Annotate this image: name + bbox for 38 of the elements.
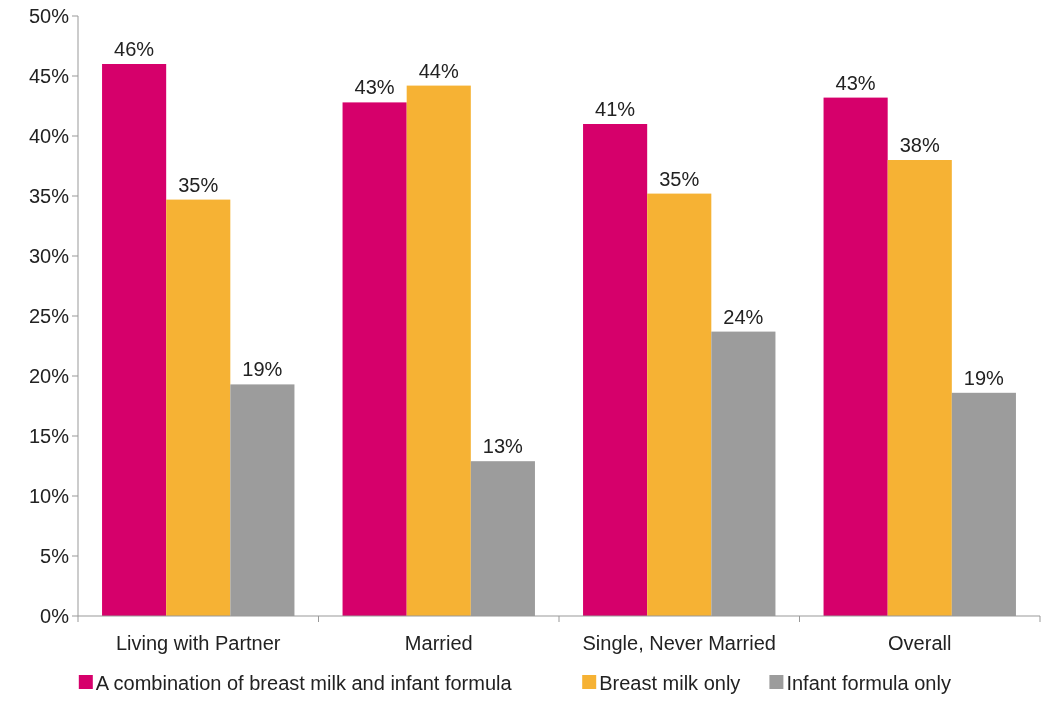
data-label: 46%: [114, 38, 155, 60]
bar: [166, 199, 231, 616]
data-label: 19%: [242, 358, 283, 381]
bar: [823, 97, 888, 616]
x-tick-label: Overall: [888, 632, 952, 654]
data-label: 35%: [178, 173, 219, 196]
bar: [647, 193, 712, 616]
y-tick-label: 25%: [28, 305, 70, 327]
bar: [102, 64, 167, 616]
data-label: 24%: [723, 305, 764, 328]
y-tick-label: 50%: [28, 5, 70, 27]
data-label: 43%: [354, 76, 395, 99]
x-tick-label: Married: [404, 632, 473, 654]
y-tick-label: 45%: [28, 65, 70, 87]
y-tick-label: 20%: [28, 365, 70, 387]
x-tick-label: Living with Partner: [115, 632, 281, 654]
data-label: 43%: [835, 71, 876, 94]
data-label: 13%: [482, 435, 524, 458]
y-tick-label: 30%: [28, 245, 70, 267]
y-tick-label: 10%: [28, 485, 70, 507]
x-tick-label: Single, Never Married: [582, 632, 776, 654]
data-label: 41%: [595, 98, 636, 120]
y-tick-label: 5%: [40, 545, 70, 567]
y-tick-label: 40%: [28, 125, 70, 147]
y-tick-label: 0%: [40, 605, 70, 627]
bar: [406, 85, 471, 616]
data-label: 19%: [963, 366, 1005, 389]
legend-label: Breast milk only: [599, 672, 741, 694]
bar: [583, 124, 648, 616]
data-label: 38%: [899, 134, 940, 156]
bar: [342, 102, 407, 616]
data-label: 44%: [418, 59, 459, 82]
data-label: 35%: [659, 167, 700, 190]
legend-label: A combination of breast milk and infant formula: [95, 672, 513, 694]
legend-label: Infant formula only: [786, 672, 951, 694]
y-tick-label: 15%: [28, 425, 70, 447]
bar: [887, 160, 952, 616]
y-tick-label: 35%: [28, 185, 70, 207]
